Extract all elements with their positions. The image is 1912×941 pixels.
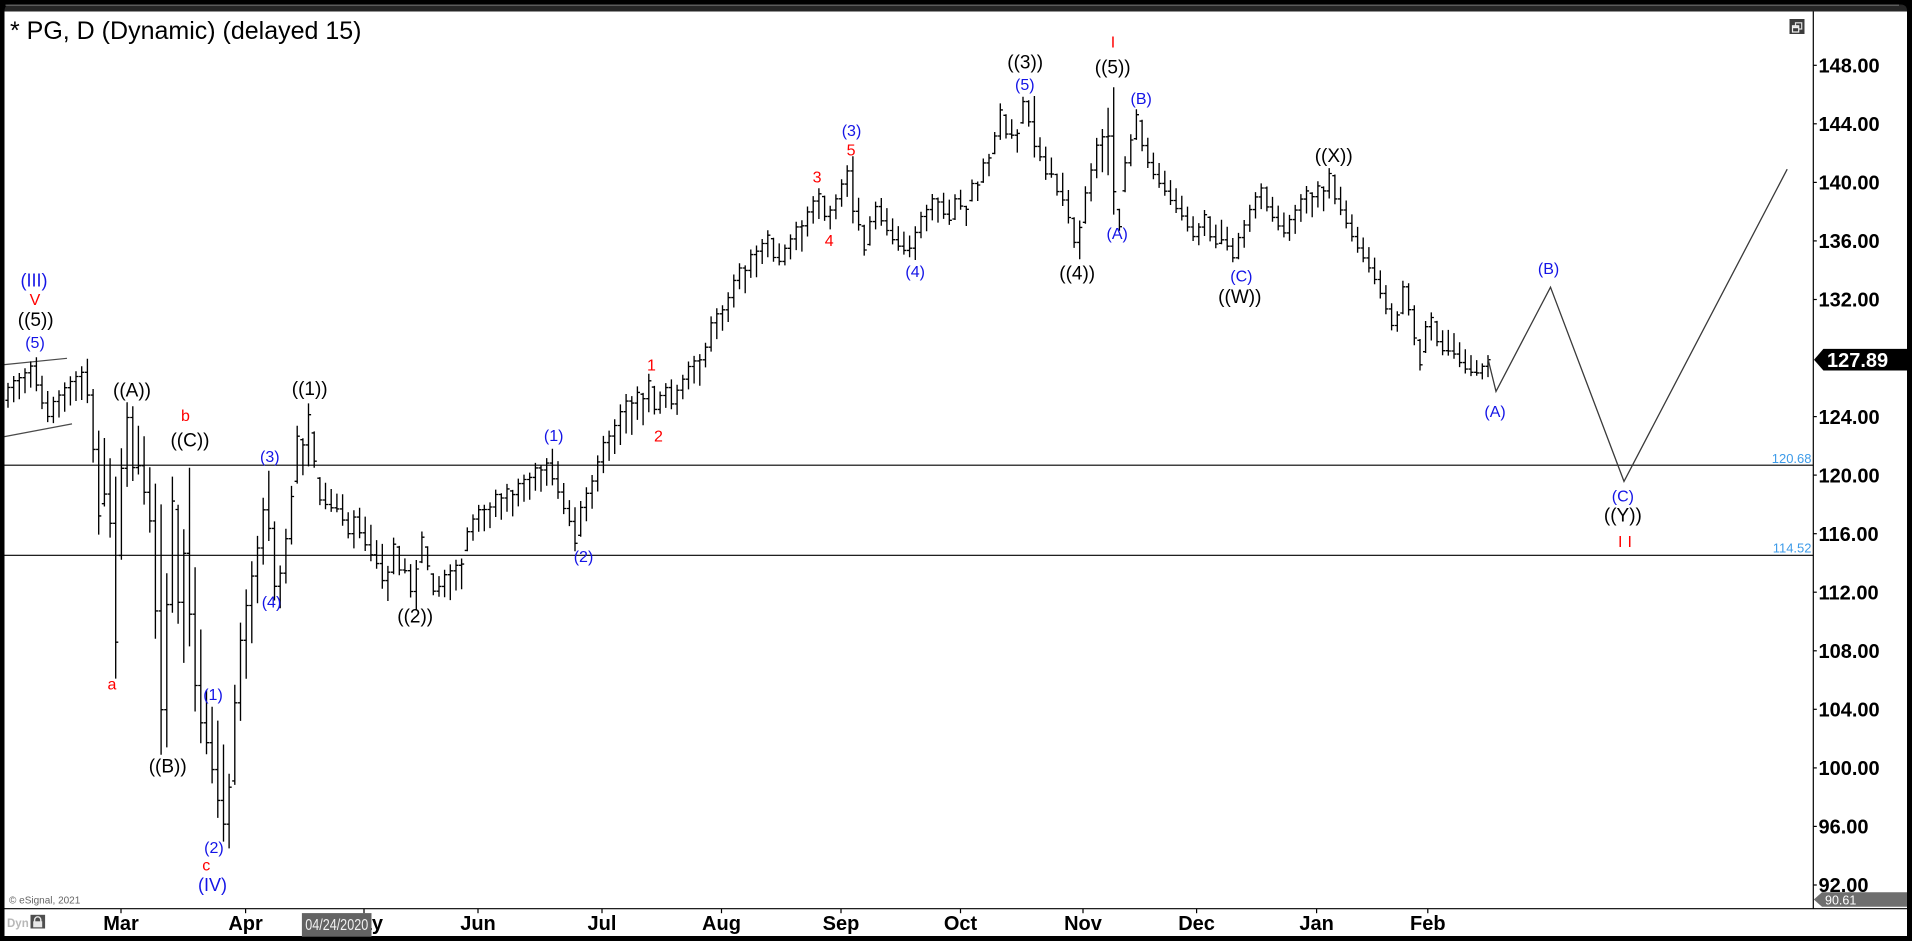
svg-text:(B): (B) (1538, 261, 1559, 278)
svg-text:(C): (C) (1230, 269, 1252, 286)
svg-text:(5): (5) (25, 335, 45, 352)
svg-text:(A): (A) (1484, 404, 1505, 421)
svg-text:b: b (181, 408, 190, 425)
svg-text:140.00: 140.00 (1819, 173, 1880, 195)
svg-text:(A): (A) (1107, 226, 1128, 243)
svg-text:(4): (4) (905, 264, 925, 281)
svg-text:(C): (C) (1612, 489, 1634, 506)
svg-text:104.00: 104.00 (1819, 700, 1880, 722)
svg-text:Jul: Jul (588, 913, 617, 935)
svg-text:(3): (3) (842, 123, 862, 140)
svg-text:148.00: 148.00 (1819, 56, 1880, 78)
svg-text:Jan: Jan (1299, 913, 1333, 935)
svg-text:(1): (1) (544, 428, 564, 445)
svg-text:120.00: 120.00 (1819, 465, 1880, 487)
svg-text:((X)): ((X)) (1315, 146, 1353, 167)
svg-text:Apr: Apr (228, 913, 263, 935)
svg-text:120.68: 120.68 (1772, 451, 1812, 466)
svg-text:((B)): ((B)) (149, 757, 187, 778)
svg-text:127.89: 127.89 (1827, 350, 1888, 372)
svg-text:((A)): ((A)) (113, 380, 151, 401)
svg-text:Nov: Nov (1064, 913, 1103, 935)
svg-text:(5): (5) (1015, 77, 1035, 94)
svg-text:124.00: 124.00 (1819, 407, 1880, 429)
svg-text:V: V (30, 292, 41, 309)
svg-text:© eSignal, 2021: © eSignal, 2021 (9, 896, 81, 907)
svg-text:(IV): (IV) (198, 875, 227, 895)
svg-text:100.00: 100.00 (1819, 758, 1880, 780)
svg-text:136.00: 136.00 (1819, 231, 1880, 253)
svg-text:((Y)): ((Y)) (1604, 506, 1642, 527)
svg-text:(B): (B) (1131, 91, 1152, 108)
svg-text:5: 5 (847, 143, 856, 160)
svg-text:2: 2 (654, 429, 663, 446)
svg-text:Dec: Dec (1178, 913, 1215, 935)
svg-text:((5)): ((5)) (1095, 58, 1131, 79)
svg-text:108.00: 108.00 (1819, 641, 1880, 663)
svg-text:(III): (III) (21, 270, 48, 290)
svg-text:II: II (1618, 534, 1637, 551)
svg-text:Oct: Oct (944, 913, 978, 935)
svg-text:1: 1 (647, 358, 656, 375)
svg-text:c: c (202, 858, 210, 875)
svg-text:96.00: 96.00 (1819, 817, 1869, 839)
svg-text:((4)): ((4)) (1059, 264, 1095, 285)
svg-text:4: 4 (825, 233, 834, 250)
svg-text:Dyn: Dyn (7, 918, 29, 930)
svg-text:I: I (1111, 35, 1115, 52)
svg-text:* PG, D (Dynamic) (delayed 15): * PG, D (Dynamic) (delayed 15) (10, 17, 362, 45)
svg-text:(3): (3) (260, 449, 280, 466)
svg-text:((2)): ((2)) (397, 607, 433, 628)
svg-text:(1): (1) (203, 687, 223, 704)
svg-text:Sep: Sep (823, 913, 860, 935)
svg-text:((1)): ((1)) (292, 379, 328, 400)
svg-text:Jun: Jun (460, 913, 496, 935)
svg-text:04/24/2020: 04/24/2020 (305, 917, 368, 934)
svg-text:112.00: 112.00 (1819, 582, 1879, 604)
svg-text:((5)): ((5)) (18, 310, 54, 331)
svg-text:(2): (2) (204, 840, 224, 857)
svg-text:((W)): ((W)) (1218, 287, 1261, 308)
svg-text:Mar: Mar (103, 913, 139, 935)
svg-text:144.00: 144.00 (1819, 114, 1880, 136)
svg-text:90.61: 90.61 (1825, 893, 1856, 907)
svg-text:3: 3 (813, 170, 822, 187)
svg-text:116.00: 116.00 (1819, 524, 1879, 546)
svg-text:a: a (108, 677, 117, 694)
svg-text:92.00: 92.00 (1819, 875, 1869, 897)
svg-text:(4): (4) (262, 594, 282, 611)
svg-text:((3)): ((3)) (1007, 52, 1043, 73)
svg-text:114.52: 114.52 (1773, 540, 1812, 555)
svg-text:Aug: Aug (702, 913, 741, 935)
svg-text:((C)): ((C)) (170, 431, 209, 452)
svg-text:Feb: Feb (1410, 913, 1446, 935)
svg-text:132.00: 132.00 (1819, 290, 1880, 312)
svg-text:(2): (2) (574, 549, 594, 566)
